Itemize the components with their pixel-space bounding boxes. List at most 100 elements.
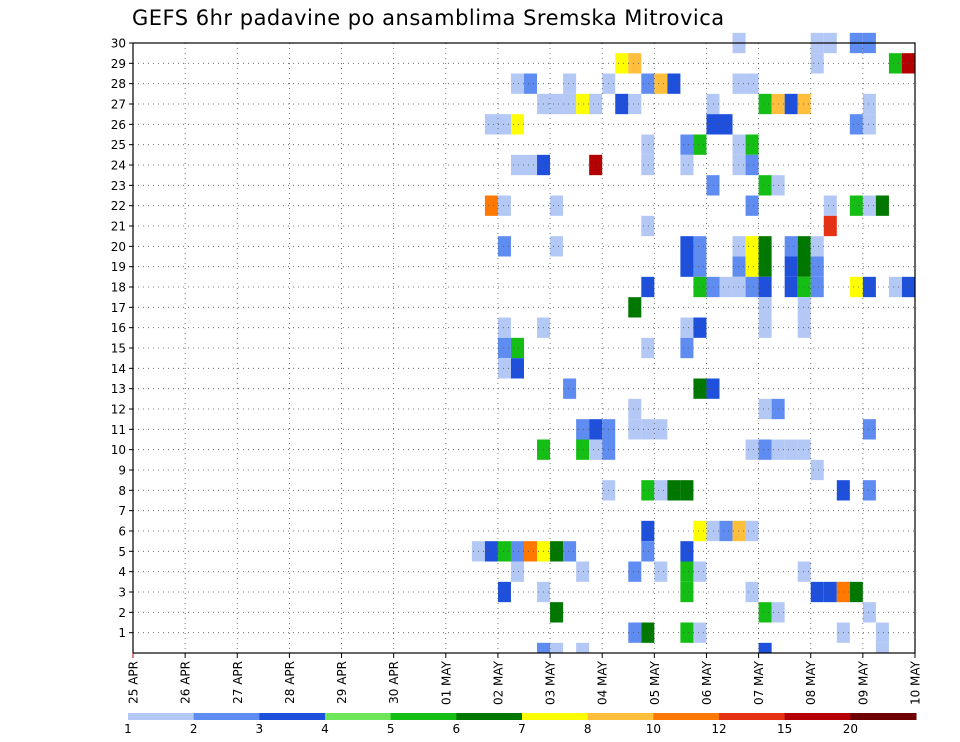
y-tick-label: 26 bbox=[111, 118, 126, 132]
heatmap-cell bbox=[719, 276, 733, 298]
heatmap-cell bbox=[641, 480, 655, 501]
heatmap-cell bbox=[497, 337, 511, 359]
colorbar-swatch bbox=[522, 713, 589, 720]
heatmap-cell bbox=[641, 73, 655, 94]
heatmap-cell bbox=[641, 337, 655, 359]
heatmap-cell bbox=[810, 53, 824, 74]
heatmap-cell bbox=[862, 276, 876, 298]
heatmap-cell bbox=[563, 93, 577, 115]
colorbar-swatch bbox=[719, 713, 786, 720]
heatmap-cell bbox=[758, 602, 772, 623]
heatmap-cell bbox=[745, 520, 759, 542]
colorbar-swatch bbox=[456, 713, 523, 720]
heatmap-cell bbox=[641, 541, 655, 562]
heatmap-cell bbox=[758, 256, 772, 277]
y-tick-label: 30 bbox=[111, 37, 126, 51]
heatmap-cell bbox=[497, 358, 511, 379]
heatmap-cell bbox=[758, 236, 772, 257]
heatmap-cell bbox=[550, 93, 564, 115]
heatmap-cell bbox=[641, 276, 655, 298]
colorbar-label: 4 bbox=[321, 722, 329, 736]
y-tick-label: 17 bbox=[111, 301, 126, 315]
heatmap-cell bbox=[589, 439, 603, 460]
heatmap-cell bbox=[784, 256, 798, 277]
heatmap-cell bbox=[484, 114, 498, 135]
heatmap-cell bbox=[680, 236, 694, 257]
heatmap-cell bbox=[810, 276, 824, 298]
heatmap-cell bbox=[497, 541, 511, 562]
heatmap-cell bbox=[758, 398, 772, 420]
heatmap-cell bbox=[862, 114, 876, 135]
y-tick-label: 10 bbox=[111, 443, 126, 457]
heatmap-cell bbox=[589, 419, 603, 440]
colorbar-label: 5 bbox=[387, 722, 395, 736]
y-tick-label: 14 bbox=[111, 362, 126, 376]
y-tick-label: 24 bbox=[111, 159, 126, 173]
heatmap-cell bbox=[641, 215, 655, 237]
x-tick-label: 06 MAY bbox=[700, 660, 714, 705]
heatmap-cell bbox=[693, 236, 707, 257]
heatmap-cell bbox=[758, 317, 772, 338]
colorbar-swatch bbox=[325, 713, 392, 720]
colorbar-swatch bbox=[784, 713, 851, 720]
x-tick-label: 30 APR bbox=[387, 661, 401, 704]
x-tick-label: 08 MAY bbox=[804, 660, 818, 705]
heatmap-cell bbox=[888, 276, 902, 298]
heatmap-cell bbox=[797, 317, 811, 338]
heatmap-cell bbox=[628, 297, 642, 318]
colorbar-label: 20 bbox=[843, 722, 858, 736]
heatmap-cell bbox=[563, 73, 577, 94]
heatmap-cell bbox=[810, 459, 824, 481]
heatmap-cell bbox=[732, 236, 746, 257]
heatmap-cell bbox=[745, 276, 759, 298]
colorbar-label: 6 bbox=[453, 722, 461, 736]
heatmap-cell bbox=[641, 154, 655, 176]
heatmap-cell bbox=[510, 358, 524, 379]
y-tick-label: 7 bbox=[118, 504, 126, 518]
heatmap-cell bbox=[628, 419, 642, 440]
y-tick-label: 3 bbox=[118, 586, 126, 600]
heatmap-cell bbox=[745, 236, 759, 257]
heatmap-cell bbox=[849, 195, 863, 216]
heatmap-cell bbox=[784, 439, 798, 460]
y-tick-label: 25 bbox=[111, 138, 126, 152]
heatmap-cell bbox=[576, 93, 590, 115]
x-tick-label: 05 MAY bbox=[648, 660, 662, 705]
heatmap-cell bbox=[510, 154, 524, 176]
heatmap-cell bbox=[693, 622, 707, 643]
heatmap-cell bbox=[628, 622, 642, 643]
x-tick-label: 07 MAY bbox=[752, 660, 766, 705]
heatmap-cell bbox=[693, 561, 707, 582]
y-tick-label: 28 bbox=[111, 77, 126, 91]
heatmap-cell bbox=[524, 154, 538, 176]
heatmap-cell bbox=[758, 93, 772, 115]
colorbar-swatch bbox=[128, 713, 195, 720]
colorbar-swatch bbox=[850, 713, 917, 720]
heatmap-cell bbox=[497, 114, 511, 135]
heatmap-cell bbox=[497, 236, 511, 257]
heatmap-cell bbox=[745, 195, 759, 216]
heatmap-cell bbox=[862, 93, 876, 115]
heatmap-cell bbox=[797, 439, 811, 460]
heatmap-cell bbox=[550, 236, 564, 257]
y-tick-label: 12 bbox=[111, 403, 126, 417]
heatmap-cell bbox=[563, 378, 577, 399]
y-tick-label: 27 bbox=[111, 98, 126, 112]
heatmap-cells bbox=[471, 32, 915, 653]
heatmap-cell bbox=[680, 134, 694, 155]
y-tick-label: 16 bbox=[111, 321, 126, 335]
y-tick-label: 2 bbox=[118, 606, 126, 620]
heatmap-cell bbox=[615, 53, 629, 74]
heatmap-cell bbox=[784, 236, 798, 257]
heatmap-cell bbox=[745, 439, 759, 460]
heatmap-cell bbox=[576, 561, 590, 582]
heatmap-cell bbox=[797, 236, 811, 257]
heatmap-cell bbox=[745, 581, 759, 603]
heatmap-cell bbox=[862, 480, 876, 501]
heatmap-cell bbox=[758, 276, 772, 298]
colorbar-legend: 1 2 3 4 5 6 7 8 10 12 15 20 bbox=[124, 713, 917, 736]
heatmap-cell bbox=[641, 419, 655, 440]
heatmap-cell bbox=[693, 378, 707, 399]
heatmap-cell bbox=[680, 256, 694, 277]
heatmap-cell bbox=[510, 561, 524, 582]
